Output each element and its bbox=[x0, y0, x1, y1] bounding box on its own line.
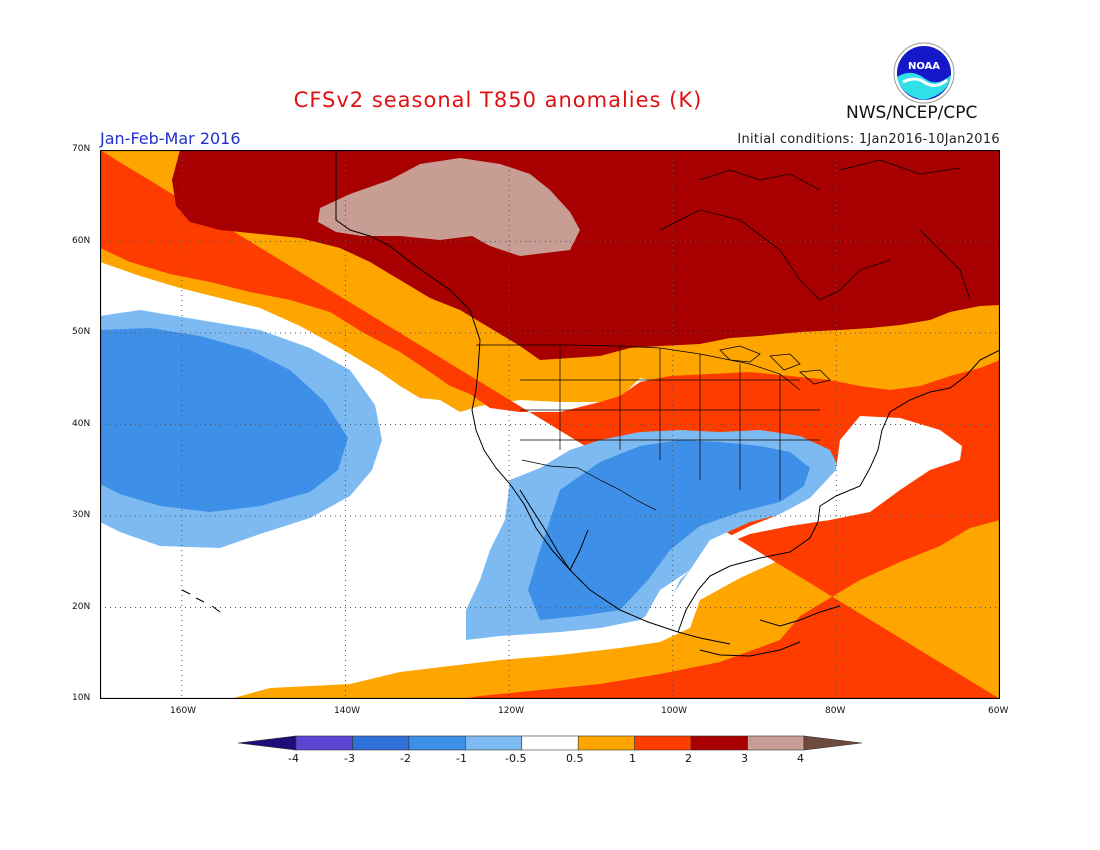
map-title: CFSv2 seasonal T850 anomalies (K) bbox=[293, 88, 703, 112]
colorbar-swatch bbox=[690, 735, 748, 751]
colorbar-label: 3 bbox=[741, 752, 748, 765]
anomaly-map bbox=[100, 150, 1000, 699]
lat-label: 60N bbox=[72, 236, 91, 246]
lat-label: 30N bbox=[72, 510, 91, 520]
colorbar-swatches bbox=[238, 735, 862, 751]
map-frame bbox=[100, 150, 1000, 699]
lat-label: 10N bbox=[72, 693, 91, 703]
colorbar-label: -4 bbox=[288, 752, 299, 765]
lon-label: 140W bbox=[334, 706, 361, 716]
colorbar-swatch bbox=[521, 735, 579, 751]
lakes-and-islands bbox=[659, 159, 971, 385]
colorbar-swatch bbox=[634, 735, 692, 751]
initial-conditions-label: Initial conditions: 1Jan2016-10Jan2016 bbox=[737, 132, 1000, 147]
season-label: Jan-Feb-Mar 2016 bbox=[100, 129, 241, 148]
coastlines bbox=[181, 150, 1000, 657]
colorbar-swatch bbox=[408, 735, 466, 751]
colorbar-swatch bbox=[352, 735, 410, 751]
colorbar-label: 0.5 bbox=[566, 752, 584, 765]
political-borders bbox=[476, 344, 820, 511]
colorbar-swatch bbox=[747, 735, 805, 751]
lon-label: 60W bbox=[988, 706, 1009, 716]
colorbar-label: -3 bbox=[344, 752, 355, 765]
lat-label: 20N bbox=[72, 602, 91, 612]
lat-label: 50N bbox=[72, 327, 91, 337]
colorbar-swatch bbox=[295, 735, 353, 751]
colorbar-arrow-high bbox=[803, 735, 862, 751]
anomaly-region-pink bbox=[318, 158, 580, 256]
colorbar-label: 1 bbox=[629, 752, 636, 765]
colorbar-label: -2 bbox=[400, 752, 411, 765]
colorbar-label: -1 bbox=[456, 752, 467, 765]
neutral-region-gulf bbox=[480, 416, 962, 660]
colorbar-label: -0.5 bbox=[505, 752, 527, 765]
noaa-logo-icon: NOAA bbox=[893, 42, 955, 104]
lon-label: 80W bbox=[825, 706, 846, 716]
agency-label: NWS/NCEP/CPC bbox=[846, 103, 978, 123]
anomaly-region-blue-pacific bbox=[100, 328, 348, 512]
colorbar-swatch bbox=[577, 735, 635, 751]
colorbar-arrow-low bbox=[238, 735, 297, 751]
lat-label: 40N bbox=[72, 419, 91, 429]
lat-gridlines bbox=[100, 241, 1000, 608]
colorbar-label: 4 bbox=[797, 752, 804, 765]
lat-label: 70N bbox=[72, 144, 91, 154]
lon-label: 120W bbox=[498, 706, 525, 716]
lon-label: 100W bbox=[661, 706, 688, 716]
colorbar bbox=[238, 735, 862, 751]
colorbar-label: 2 bbox=[685, 752, 692, 765]
logo-text: NOAA bbox=[908, 61, 940, 72]
anomaly-region-blue-continental bbox=[528, 440, 810, 620]
colorbar-swatch bbox=[465, 735, 523, 751]
lon-label: 160W bbox=[170, 706, 197, 716]
